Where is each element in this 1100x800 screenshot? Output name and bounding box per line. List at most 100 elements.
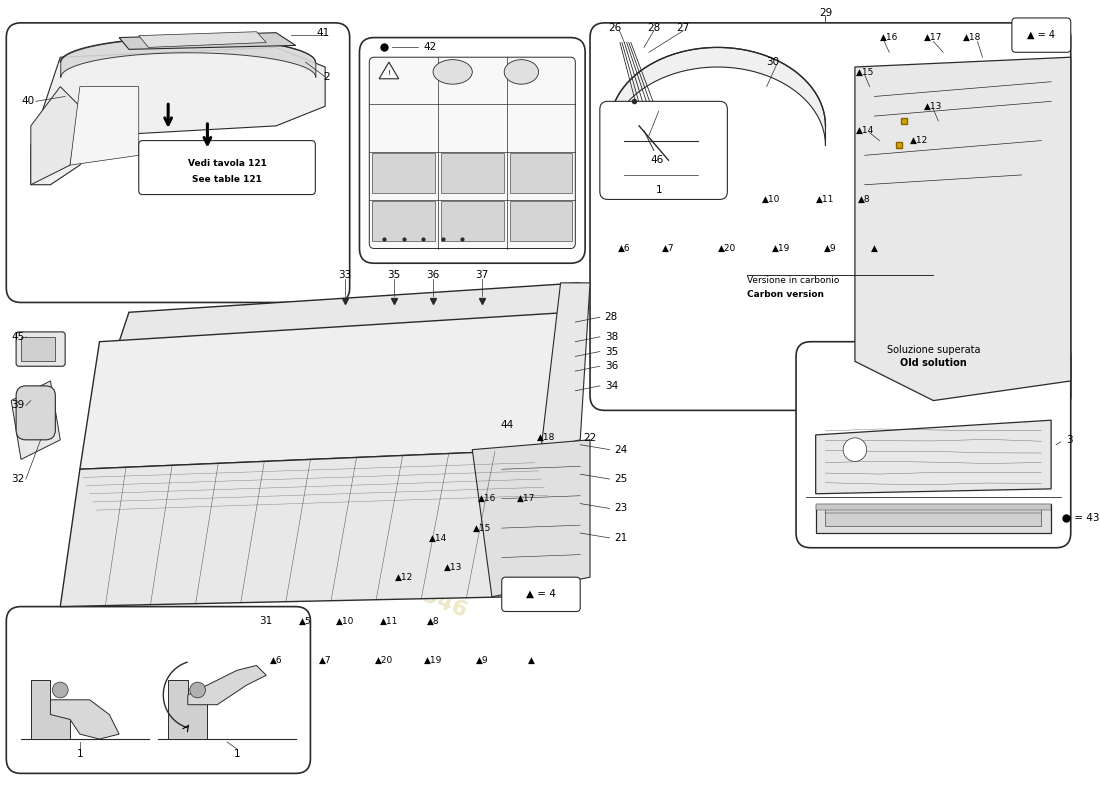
Text: ▲: ▲ bbox=[871, 244, 878, 253]
FancyBboxPatch shape bbox=[370, 58, 575, 249]
Text: 36: 36 bbox=[427, 270, 440, 280]
Ellipse shape bbox=[504, 60, 539, 84]
Polygon shape bbox=[80, 312, 571, 470]
Polygon shape bbox=[31, 86, 80, 185]
Bar bbox=[21, 337, 55, 362]
Text: 1: 1 bbox=[233, 749, 240, 758]
Text: ▲12: ▲12 bbox=[910, 136, 927, 145]
Text: 40: 40 bbox=[21, 96, 34, 106]
Text: ▲17: ▲17 bbox=[924, 33, 943, 42]
Text: ▲ = 4: ▲ = 4 bbox=[1027, 30, 1055, 40]
Text: 3: 3 bbox=[1066, 435, 1072, 445]
Polygon shape bbox=[188, 666, 266, 705]
Polygon shape bbox=[816, 503, 1052, 510]
Polygon shape bbox=[609, 47, 825, 146]
Text: ▲9: ▲9 bbox=[824, 244, 837, 253]
Text: !: ! bbox=[387, 70, 390, 76]
FancyBboxPatch shape bbox=[600, 102, 727, 199]
Circle shape bbox=[843, 438, 867, 462]
Text: 37: 37 bbox=[475, 270, 488, 280]
Polygon shape bbox=[855, 58, 1070, 401]
Bar bbox=[509, 154, 572, 193]
FancyBboxPatch shape bbox=[1012, 18, 1070, 52]
Text: ▲20: ▲20 bbox=[375, 656, 393, 665]
Bar bbox=[372, 202, 434, 241]
Text: 24: 24 bbox=[615, 445, 628, 454]
Text: ▲11: ▲11 bbox=[379, 617, 398, 626]
Polygon shape bbox=[472, 440, 590, 597]
Text: since 1946: since 1946 bbox=[714, 277, 898, 367]
Text: ▲14: ▲14 bbox=[429, 534, 447, 542]
Text: ▲18: ▲18 bbox=[537, 434, 556, 442]
Polygon shape bbox=[119, 33, 296, 50]
Ellipse shape bbox=[433, 60, 472, 84]
Text: 35: 35 bbox=[605, 346, 618, 357]
Text: 1: 1 bbox=[656, 185, 662, 194]
Text: 41: 41 bbox=[317, 28, 330, 38]
Text: ▲16: ▲16 bbox=[477, 494, 496, 503]
FancyBboxPatch shape bbox=[7, 23, 350, 302]
Text: 45: 45 bbox=[11, 332, 24, 342]
Text: since 1946: since 1946 bbox=[338, 553, 470, 622]
Text: ▲7: ▲7 bbox=[319, 656, 331, 665]
Polygon shape bbox=[60, 450, 541, 606]
Text: 23: 23 bbox=[615, 503, 628, 514]
Text: 39: 39 bbox=[11, 401, 24, 410]
Text: ▲18: ▲18 bbox=[964, 33, 982, 42]
Polygon shape bbox=[119, 283, 580, 342]
Bar bbox=[441, 154, 504, 193]
Text: 21: 21 bbox=[615, 533, 628, 543]
Text: 33: 33 bbox=[338, 270, 351, 280]
Text: 2: 2 bbox=[323, 72, 330, 82]
Text: Old solution: Old solution bbox=[900, 358, 967, 368]
Text: ▲6: ▲6 bbox=[618, 244, 630, 253]
Text: 27: 27 bbox=[676, 22, 690, 33]
Text: 32: 32 bbox=[11, 474, 24, 484]
Text: 46: 46 bbox=[650, 155, 663, 166]
FancyBboxPatch shape bbox=[502, 577, 580, 611]
Text: ▲15: ▲15 bbox=[473, 524, 492, 533]
Text: 38: 38 bbox=[605, 332, 618, 342]
Text: 22: 22 bbox=[583, 433, 596, 443]
Bar bbox=[441, 202, 504, 241]
Polygon shape bbox=[541, 283, 590, 450]
Text: ▲8: ▲8 bbox=[858, 195, 871, 204]
FancyBboxPatch shape bbox=[360, 38, 585, 263]
Text: ▲7: ▲7 bbox=[662, 244, 674, 253]
FancyBboxPatch shape bbox=[16, 386, 55, 440]
Polygon shape bbox=[31, 47, 326, 185]
Polygon shape bbox=[816, 503, 1052, 533]
Text: Versione in carbonio: Versione in carbonio bbox=[747, 276, 839, 286]
Polygon shape bbox=[168, 680, 208, 739]
Text: ▲8: ▲8 bbox=[427, 617, 439, 626]
Text: ▲15: ▲15 bbox=[856, 67, 873, 77]
Polygon shape bbox=[816, 420, 1052, 494]
Text: ▲20: ▲20 bbox=[718, 244, 737, 253]
Text: ▲10: ▲10 bbox=[762, 195, 781, 204]
Text: Soluzione superata: Soluzione superata bbox=[887, 345, 980, 354]
Bar bbox=[509, 202, 572, 241]
Text: 1: 1 bbox=[77, 749, 84, 758]
Text: ▲19: ▲19 bbox=[772, 244, 791, 253]
Text: ▲6: ▲6 bbox=[270, 656, 283, 665]
Bar bbox=[825, 509, 1042, 526]
Polygon shape bbox=[139, 32, 266, 47]
Text: Vedi tavola 121: Vedi tavola 121 bbox=[188, 158, 266, 168]
FancyBboxPatch shape bbox=[7, 606, 310, 774]
FancyBboxPatch shape bbox=[796, 342, 1070, 548]
Text: 28: 28 bbox=[647, 22, 660, 33]
Text: 29: 29 bbox=[818, 8, 832, 18]
Text: DEMOS: DEMOS bbox=[659, 154, 914, 294]
FancyBboxPatch shape bbox=[16, 332, 65, 366]
Text: ▲14: ▲14 bbox=[856, 126, 873, 135]
Text: a passion: a passion bbox=[271, 487, 419, 569]
FancyBboxPatch shape bbox=[590, 23, 1070, 410]
Text: 31: 31 bbox=[260, 616, 273, 626]
Text: 36: 36 bbox=[605, 362, 618, 371]
Text: ▲9: ▲9 bbox=[476, 656, 488, 665]
Text: ▲17: ▲17 bbox=[517, 494, 536, 503]
Text: ▲10: ▲10 bbox=[336, 617, 354, 626]
Text: ▲16: ▲16 bbox=[880, 33, 899, 42]
Text: ▲: ▲ bbox=[528, 656, 535, 665]
Text: Carbon version: Carbon version bbox=[747, 290, 824, 299]
